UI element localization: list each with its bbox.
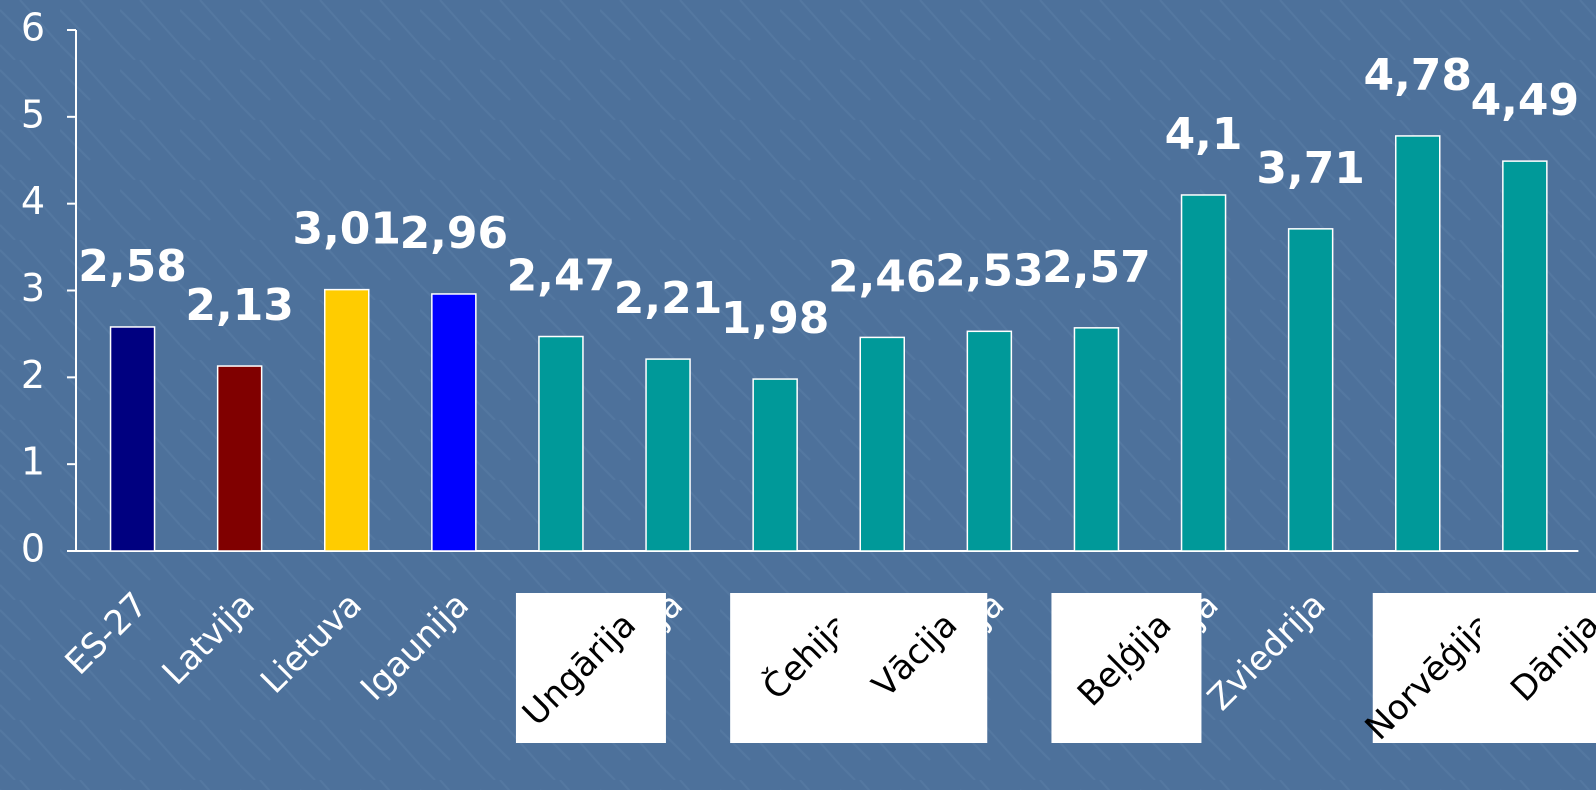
- value-label: 2,58: [78, 241, 187, 292]
- value-label: 4,1: [1165, 109, 1243, 160]
- bar: [645, 358, 691, 552]
- value-label: 1,98: [721, 293, 830, 344]
- bar: [752, 378, 798, 552]
- value-label: 2,57: [1042, 242, 1151, 293]
- y-tick-label: 6: [21, 6, 45, 50]
- value-label: 3,01: [292, 204, 401, 255]
- y-tick-label: 5: [21, 92, 45, 136]
- value-label: 3,71: [1256, 143, 1365, 194]
- y-tick-label: 3: [21, 266, 45, 310]
- y-tick-label: 2: [21, 353, 45, 397]
- bar: [859, 336, 905, 552]
- label-box: [837, 593, 988, 743]
- value-label: 2,96: [400, 208, 509, 259]
- bar: [538, 335, 584, 552]
- value-label: 2,53: [935, 245, 1044, 296]
- bar: [1395, 135, 1441, 552]
- label-box: [1051, 593, 1202, 743]
- bar: [431, 293, 477, 552]
- value-label: 4,49: [1471, 75, 1580, 126]
- bar: [109, 326, 156, 552]
- value-label: 2,21: [614, 273, 723, 324]
- bar: [966, 330, 1013, 552]
- bar: [1502, 160, 1548, 552]
- bar: [216, 365, 263, 552]
- y-tick-label: 4: [21, 179, 45, 223]
- value-label: 2,46: [828, 251, 937, 302]
- label-box: [1479, 593, 1596, 743]
- value-label: 4,78: [1363, 50, 1472, 101]
- y-tick-label: 0: [21, 527, 45, 571]
- value-label: 2,13: [185, 280, 294, 331]
- label-box: [515, 593, 666, 743]
- y-tick-label: 1: [21, 440, 45, 484]
- value-label: 2,47: [507, 251, 616, 302]
- bar: [1180, 194, 1227, 552]
- bar: [1073, 327, 1120, 552]
- bar: [324, 288, 370, 552]
- bar: [1287, 228, 1334, 552]
